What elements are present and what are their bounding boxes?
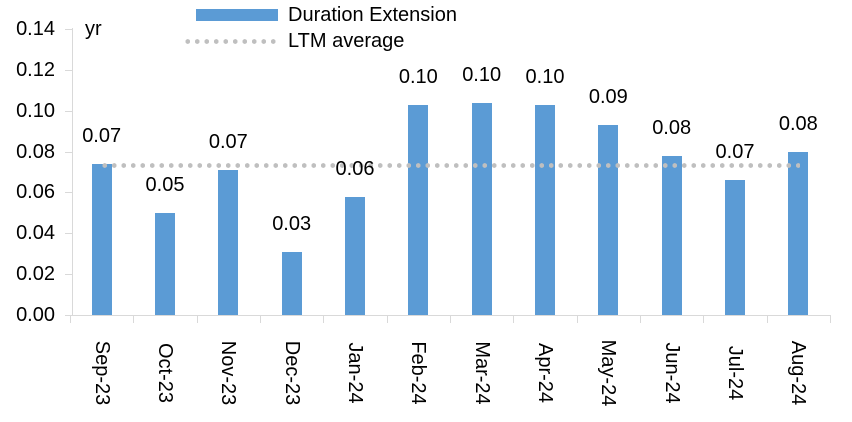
x-axis-tick [196,316,198,323]
bar-value-label-Nov-23: 0.07 [208,130,248,153]
legend-item-ltm-average: LTM average [183,28,457,54]
bar-value-label-Jul-24: 0.07 [715,141,755,164]
x-axis-label-Jul-24: Jul-24 [724,345,746,401]
y-axis-tick [65,192,72,194]
y-axis-label: 0.08 [16,140,55,163]
x-axis-tick [260,316,261,323]
y-axis-line [72,28,73,316]
x-axis-label-Jun-24: Jun-24 [660,342,683,404]
bar-Jul-24 [725,180,745,315]
x-axis-label-Aug-24: Aug-24 [787,340,810,406]
legend-item-duration-extension: Duration Extension [183,2,457,28]
x-axis-tick [640,316,641,323]
bar-value-label-Jun-24: 0.08 [652,116,692,139]
bar-Oct-23 [155,212,175,315]
chart-legend: Duration Extension LTM average [183,2,457,54]
y-axis-label: 0.14 [16,18,55,40]
bar-value-label-Aug-24: 0.08 [778,112,818,135]
x-axis-line [70,315,831,316]
y-axis-tick [65,69,72,71]
bar-value-label-Jan-24: 0.06 [335,157,375,180]
dotted-line-key [183,38,278,44]
y-axis-tick [65,233,72,235]
bar-Jan-24 [345,196,365,315]
x-axis-label-Nov-23: Nov-23 [217,340,240,406]
bar-Mar-24 [471,102,492,315]
legend-key-area [183,9,278,21]
x-axis-tick [576,316,578,323]
x-axis-tick [766,316,768,323]
bar-Apr-24 [535,104,555,315]
bar-series-swatch [196,9,278,21]
bar-Nov-23 [218,169,239,315]
bar-Dec-23 [281,251,302,315]
y-axis-tick [65,274,72,276]
bar-value-label-Dec-23: 0.03 [272,212,312,235]
bar-value-label-Mar-24: 0.10 [462,63,502,86]
bar-value-label-Feb-24: 0.10 [398,65,438,88]
x-axis-tick [386,316,388,323]
x-axis-label-Oct-23: Oct-23 [154,342,176,404]
x-axis-label-Mar-24: Mar-24 [470,341,493,405]
ltm-average-line [99,163,801,169]
x-axis-tick [830,316,831,323]
x-axis-label-May-24: May-24 [597,339,620,407]
x-axis-label-Dec-23: Dec-23 [280,340,303,406]
bar-May-24 [598,125,619,315]
y-axis-label: 0.02 [16,263,55,286]
y-axis-tick [65,151,72,153]
y-axis-label: 0.12 [16,58,55,81]
legend-label-ltm-average: LTM average [288,30,405,52]
bar-value-label-Oct-23: 0.05 [145,173,185,196]
bar-value-label-Sep-23: 0.07 [82,124,122,147]
legend-label-duration-extension: Duration Extension [288,4,457,26]
y-axis-tick [65,315,72,316]
y-axis-tick [65,29,72,30]
x-axis-label-Jan-24: Jan-24 [344,342,366,404]
x-axis-label-Feb-24: Feb-24 [407,341,430,405]
x-axis-label-Sep-23: Sep-23 [90,340,113,406]
x-axis-tick [323,316,325,323]
bar-Aug-24 [788,151,809,315]
y-axis-label: 0.10 [16,99,55,122]
bar-value-label-Apr-24: 0.10 [525,65,565,88]
y-axis-label: 0.06 [16,181,55,204]
bar-value-label-May-24: 0.09 [588,86,628,108]
x-axis-tick [513,316,515,323]
x-axis-tick [703,316,705,323]
y-axis-label: 0.00 [16,304,55,326]
x-axis-tick [450,316,451,323]
y-axis-label: 0.04 [16,222,55,245]
y-axis-unit-label: yr [85,18,102,40]
bar-Feb-24 [408,104,429,315]
x-axis-label-Apr-24: Apr-24 [534,342,556,404]
x-axis-tick [133,316,135,323]
bar-Jun-24 [661,155,682,315]
y-axis-tick [65,110,72,112]
bar-Sep-23 [91,163,112,315]
x-axis-tick [70,316,71,323]
